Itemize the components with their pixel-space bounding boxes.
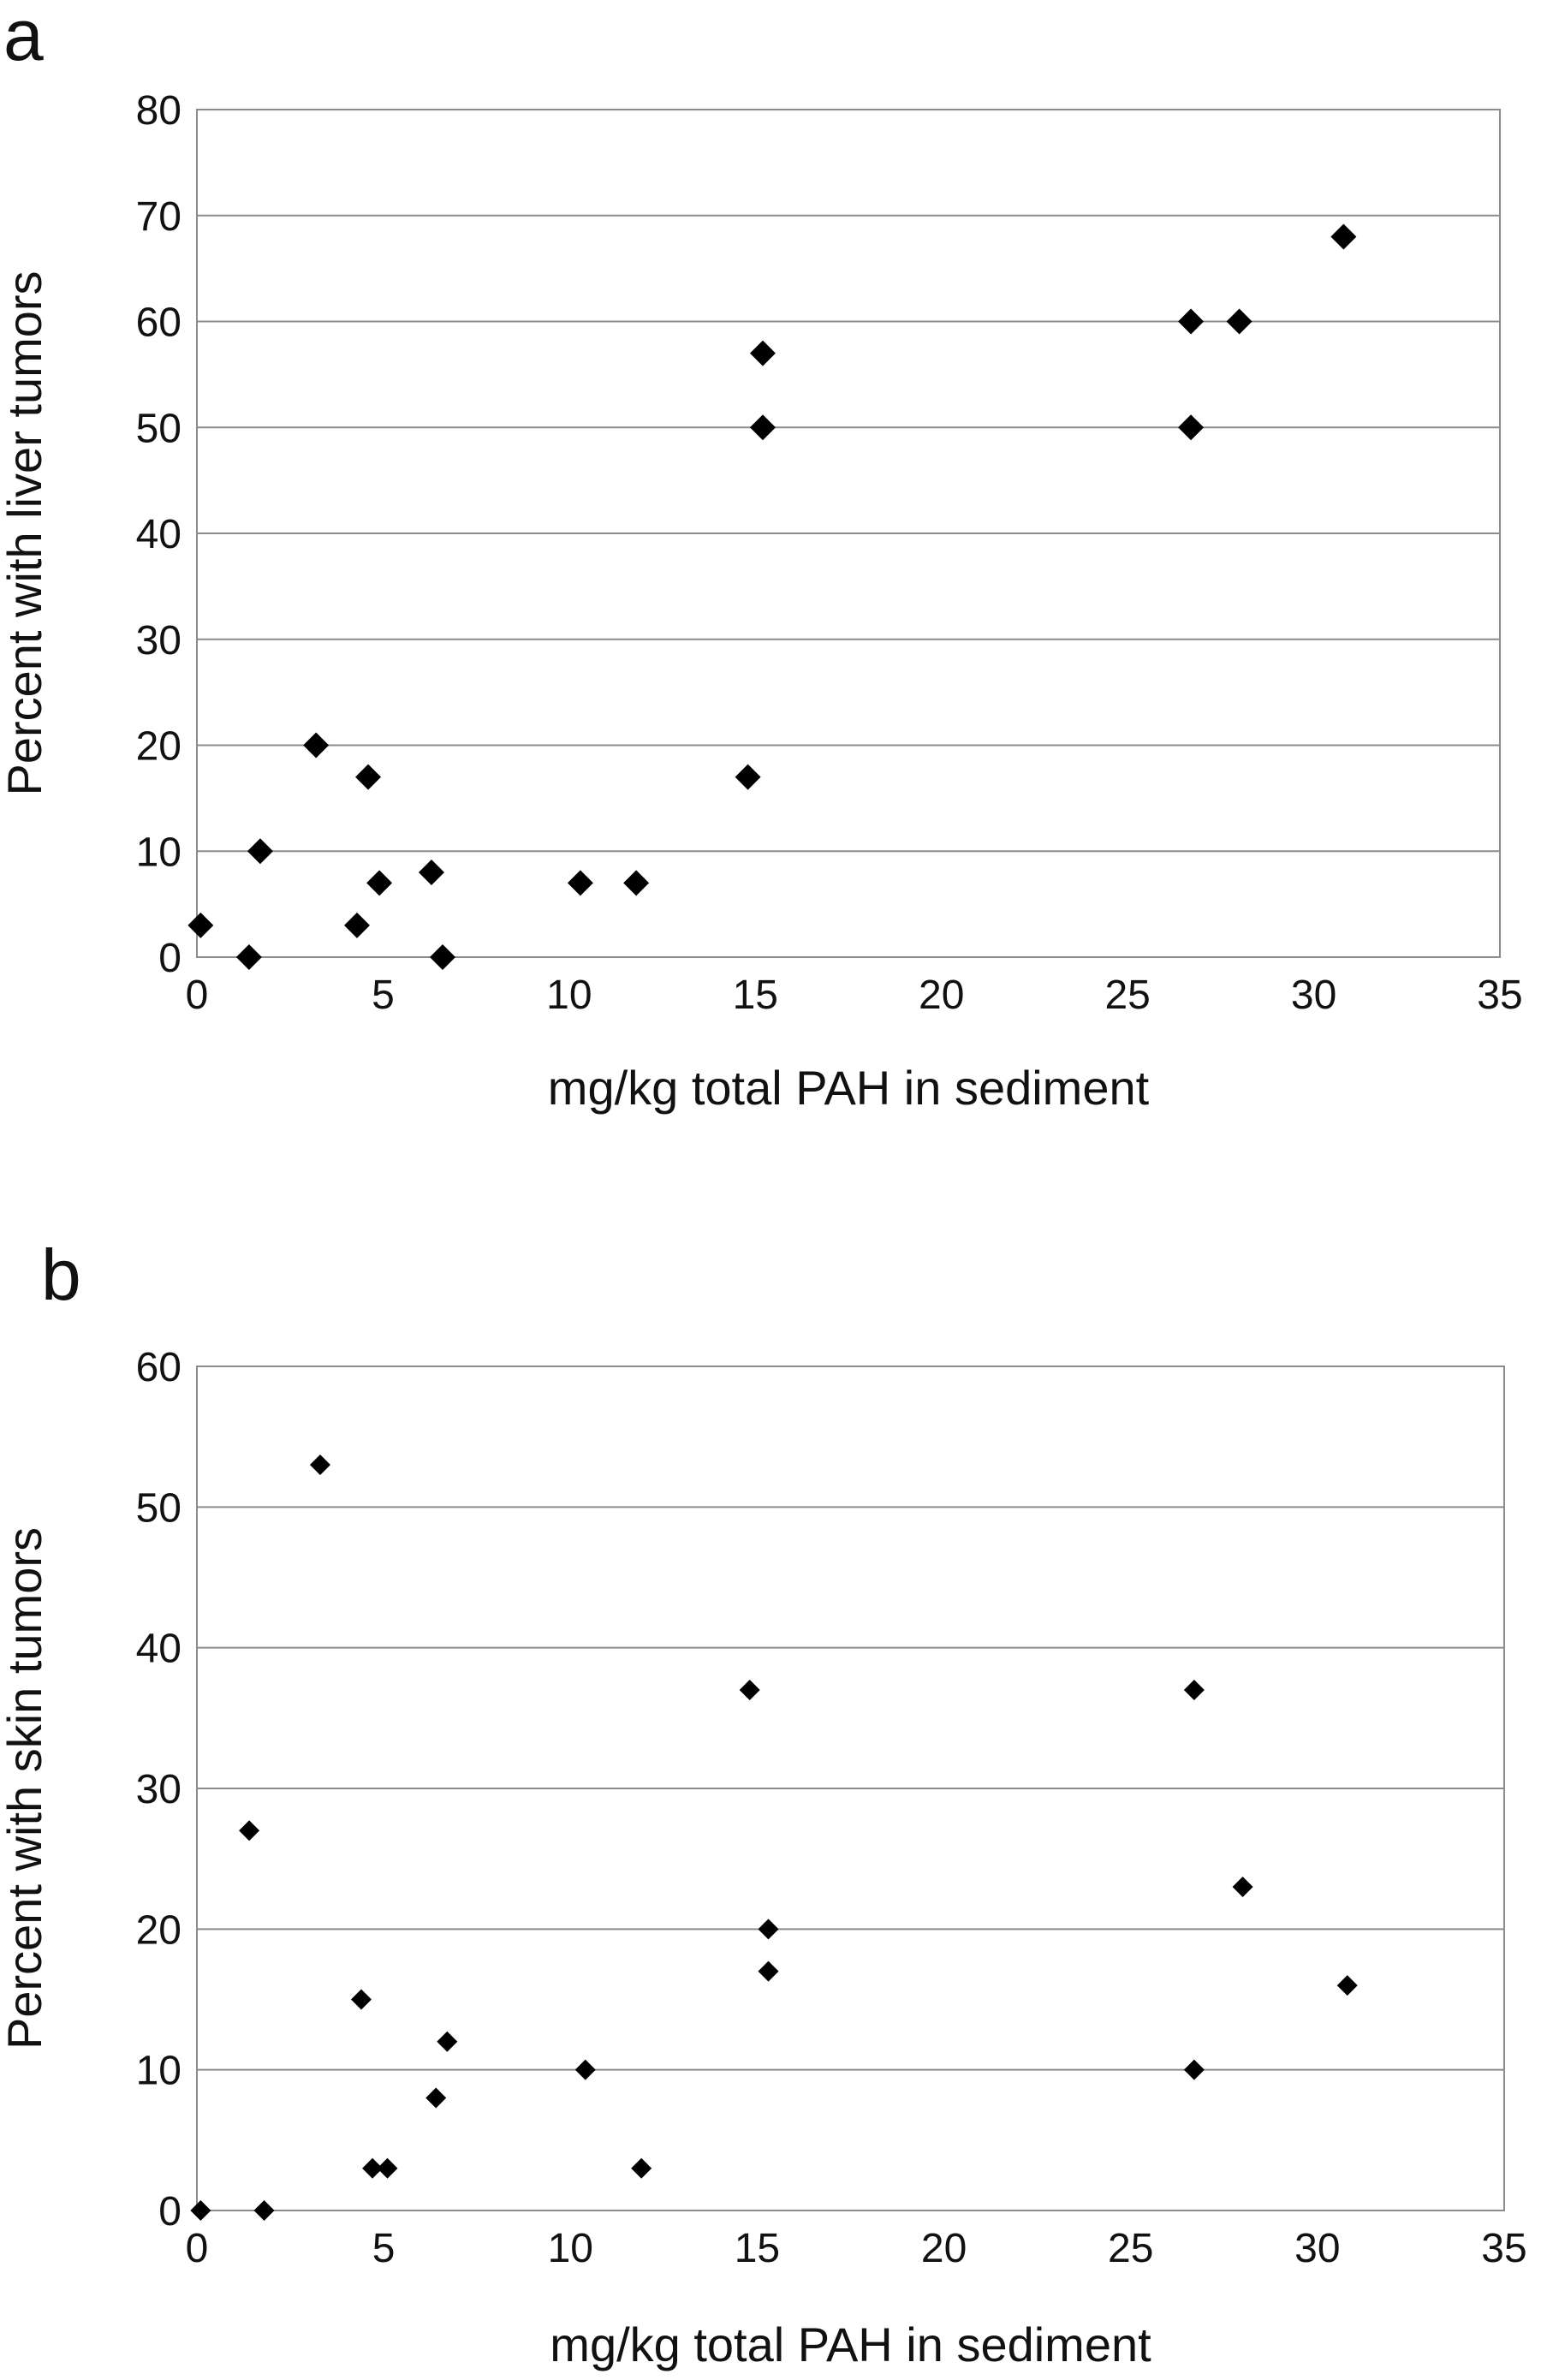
x-axis-title: mg/kg total PAH in sediment: [548, 1061, 1150, 1115]
x-tick-label: 35: [1477, 973, 1522, 1018]
data-point: [418, 860, 444, 885]
data-point: [239, 1820, 260, 1842]
data-point: [574, 2059, 596, 2080]
data-point: [758, 1961, 779, 1982]
x-tick-label: 5: [372, 2226, 396, 2271]
data-point: [1232, 1877, 1253, 1898]
y-tick-label: 40: [136, 1627, 181, 1672]
data-point: [366, 870, 393, 896]
data-point: [749, 414, 776, 441]
data-point: [1178, 308, 1205, 335]
x-tick-label: 25: [1108, 2226, 1153, 2271]
data-point: [303, 732, 330, 759]
data-point: [739, 1679, 760, 1700]
x-tick-label: 0: [186, 2226, 209, 2271]
x-tick-label: 30: [1294, 2226, 1340, 2271]
y-tick-label: 30: [136, 618, 181, 663]
data-point: [362, 2157, 384, 2179]
y-tick-label: 10: [136, 2049, 181, 2094]
data-point: [1226, 308, 1252, 335]
data-point: [377, 2157, 398, 2179]
data-point: [355, 764, 382, 790]
data-point: [1183, 2059, 1205, 2080]
y-tick-label: 20: [136, 724, 181, 770]
chart-panel-a: 0 10 20 30 40 50 60 70 80 0 5 10 15 20 25 30 35 mg/kg tot…: [0, 0, 1523, 1115]
data-point: [253, 2200, 275, 2221]
panel-label: b: [41, 1235, 81, 1315]
data-point: [343, 912, 370, 938]
x-tick-label: 10: [548, 2226, 593, 2271]
data-point: [437, 2031, 458, 2052]
data-point: [1336, 1975, 1358, 1996]
x-tick-label: 10: [546, 973, 592, 1018]
plot-frame: [196, 1366, 1505, 2211]
data-point: [631, 2157, 652, 2179]
data-point: [247, 838, 273, 865]
data-point: [425, 2087, 447, 2109]
x-tick-label: 20: [919, 973, 964, 1018]
data-point: [1178, 414, 1205, 441]
data-point: [1183, 1679, 1205, 1700]
x-axis-title: mg/kg total PAH in sediment: [550, 2318, 1151, 2371]
x-tick-label: 30: [1291, 973, 1336, 1018]
x-tick-label: 5: [372, 973, 395, 1018]
data-point: [567, 870, 593, 896]
chart-panel-b: 0 10 20 30 40 50 60 0 5 10 15 20 25 30 35 mg/kg total P…: [0, 1235, 1527, 2371]
x-tick-label: 15: [733, 973, 778, 1018]
y-tick-label: 10: [136, 830, 181, 875]
x-tick-label: 15: [735, 2226, 780, 2271]
data-point: [430, 944, 456, 970]
data-point: [735, 764, 761, 790]
plot-frame: [196, 109, 1501, 958]
y-tick-label: 0: [158, 2189, 181, 2234]
y-tick-label: 20: [136, 1907, 181, 1953]
x-tick-label: 35: [1481, 2226, 1526, 2271]
y-tick-label: 50: [136, 406, 181, 451]
data-point: [623, 870, 650, 896]
data-point: [190, 2200, 211, 2221]
y-axis-title: Percent with skin tumors: [0, 1527, 51, 2050]
panel-label: a: [3, 0, 44, 75]
data-point: [749, 340, 776, 366]
y-tick-label: 40: [136, 512, 181, 557]
y-axis-title: Percent with liver tumors: [0, 271, 51, 795]
x-tick-label: 0: [186, 973, 209, 1018]
x-tick-label: 25: [1104, 973, 1150, 1018]
data-point: [758, 1919, 779, 1940]
data-point: [187, 912, 214, 938]
data-point: [235, 944, 262, 970]
data-point: [309, 1455, 330, 1476]
y-tick-label: 50: [136, 1485, 181, 1531]
y-tick-label: 30: [136, 1767, 181, 1812]
y-tick-label: 80: [136, 88, 181, 134]
y-tick-label: 70: [136, 194, 181, 240]
y-tick-label: 0: [158, 936, 181, 981]
y-tick-label: 60: [136, 1345, 181, 1390]
y-tick-label: 60: [136, 300, 181, 346]
data-point: [1330, 223, 1357, 250]
data-point: [350, 1989, 372, 2010]
x-tick-label: 20: [921, 2226, 967, 2271]
